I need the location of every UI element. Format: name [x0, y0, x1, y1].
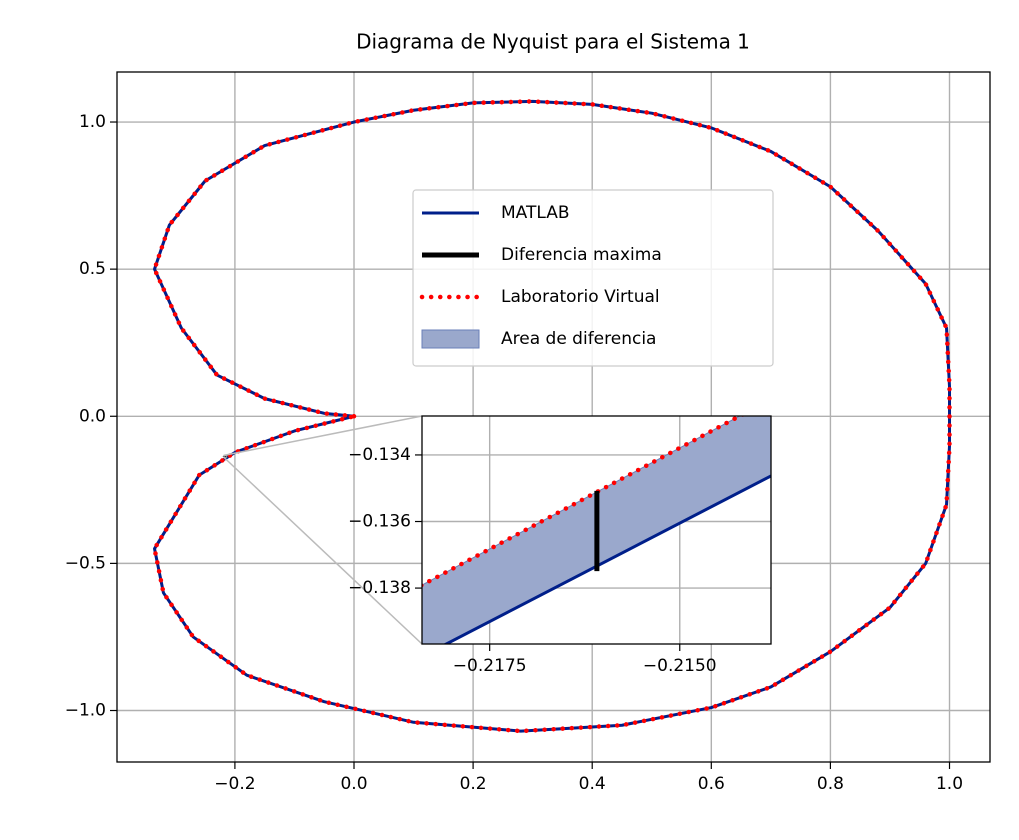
y-tick-label: 1.0: [79, 112, 106, 132]
series-line: [152, 99, 952, 734]
y-tick-label: −0.138: [348, 578, 411, 598]
x-tick-label: −0.2: [214, 774, 255, 794]
axes-frame: [421, 415, 772, 645]
x-tick-label: −0.2150: [643, 656, 717, 676]
x-tick-label: 0.8: [817, 774, 844, 794]
x-tick-label: 1.0: [936, 774, 963, 794]
legend-label: Laboratorio Virtual: [501, 287, 660, 307]
zoom-connector: [223, 415, 423, 457]
plot-layer: [152, 99, 952, 734]
axes-frame: [116, 71, 991, 763]
legend-label: MATLAB: [501, 203, 570, 223]
y-tick-label: −1.0: [65, 701, 106, 721]
legend-swatch: [421, 329, 480, 349]
y-tick-label: −0.134: [348, 445, 411, 465]
x-tick-label: 0.2: [460, 774, 487, 794]
legend: MATLAB Diferencia maxima Laboratorio Virtu…: [412, 189, 774, 367]
legend-box: [412, 189, 774, 367]
legend-label: Diferencia maxima: [501, 245, 662, 265]
chart-title: Diagrama de Nyquist para el Sistema 1: [356, 30, 750, 54]
zoom-connector: [223, 456, 423, 645]
y-tick-label: 0.5: [79, 259, 106, 279]
y-tick-label: −0.136: [348, 512, 411, 532]
y-tick-label: 0.0: [79, 406, 106, 426]
x-tick-label: 0.4: [579, 774, 606, 794]
y-tick-label: −0.5: [65, 553, 106, 573]
x-tick-label: 0.0: [340, 774, 367, 794]
legend-label: Area de diferencia: [501, 329, 656, 349]
x-tick-label: 0.6: [698, 774, 725, 794]
plot-layer: [422, 416, 771, 644]
x-tick-label: −0.2175: [453, 656, 527, 676]
